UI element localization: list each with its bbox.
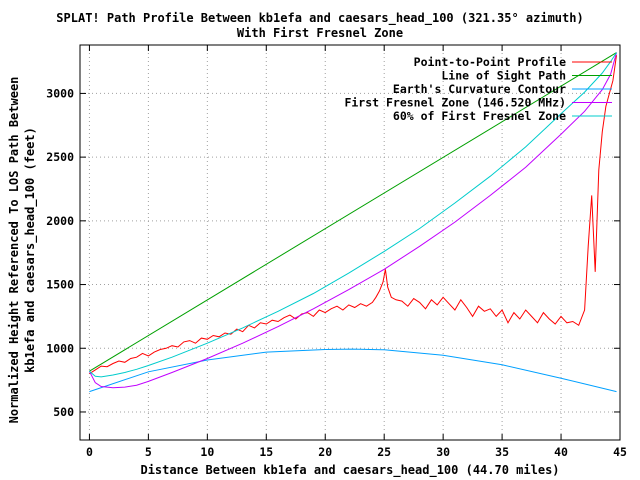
x-axis-ticks: 0 5 10 15 20 25 30 35 40 45 <box>86 45 627 459</box>
y-axis-ticks: 500 1000 1500 2000 2500 3000 <box>46 86 620 419</box>
legend-label: Point-to-Point Profile <box>414 55 566 69</box>
x-tick-label: 45 <box>613 445 627 459</box>
series-earth-s-curvature-contour <box>89 348 617 393</box>
y-axis-label-line-2: kb1efa and caesars_head_100 (feet) <box>23 127 38 373</box>
y-axis-label-line-1: Normalized Height Referenced To LOS Path… <box>7 77 21 424</box>
legend-label: First Fresnel Zone (146.520 MHz) <box>344 96 566 110</box>
series-60-of-first-fresnel-zone <box>89 52 617 378</box>
y-tick-label: 500 <box>53 405 74 419</box>
x-tick-label: 20 <box>318 445 332 459</box>
x-tick-label: 0 <box>86 445 93 459</box>
legend-label: 60% of First Fresnel Zone <box>393 109 566 123</box>
chart-title: SPLAT! Path Profile Between kb1efa and c… <box>56 11 583 26</box>
legend-label: Earth's Curvature Contour <box>393 82 566 96</box>
x-tick-label: 40 <box>554 445 568 459</box>
series-point-to-point-profile <box>89 55 617 375</box>
x-tick-label: 30 <box>436 445 450 459</box>
series-lines <box>88 52 617 393</box>
x-tick-label: 35 <box>495 445 509 459</box>
x-axis-label: Distance Between kb1efa and caesars_head… <box>140 463 559 478</box>
legend-label: Line of Sight Path <box>441 69 566 83</box>
y-tick-label: 2500 <box>46 150 74 164</box>
x-tick-label: 5 <box>145 445 152 459</box>
chart-subtitle: With First Fresnel Zone <box>237 26 403 40</box>
y-tick-label: 2000 <box>46 214 74 228</box>
series-first-fresnel-zone-146-520-mhz <box>88 52 617 389</box>
x-tick-label: 10 <box>200 445 214 459</box>
x-tick-label: 25 <box>377 445 391 459</box>
series-line-of-sight-path <box>89 52 617 372</box>
y-tick-label: 1000 <box>46 341 74 355</box>
y-tick-label: 1500 <box>46 278 74 292</box>
plot-frame <box>79 44 621 441</box>
x-tick-label: 15 <box>259 445 273 459</box>
y-tick-label: 3000 <box>46 86 74 100</box>
